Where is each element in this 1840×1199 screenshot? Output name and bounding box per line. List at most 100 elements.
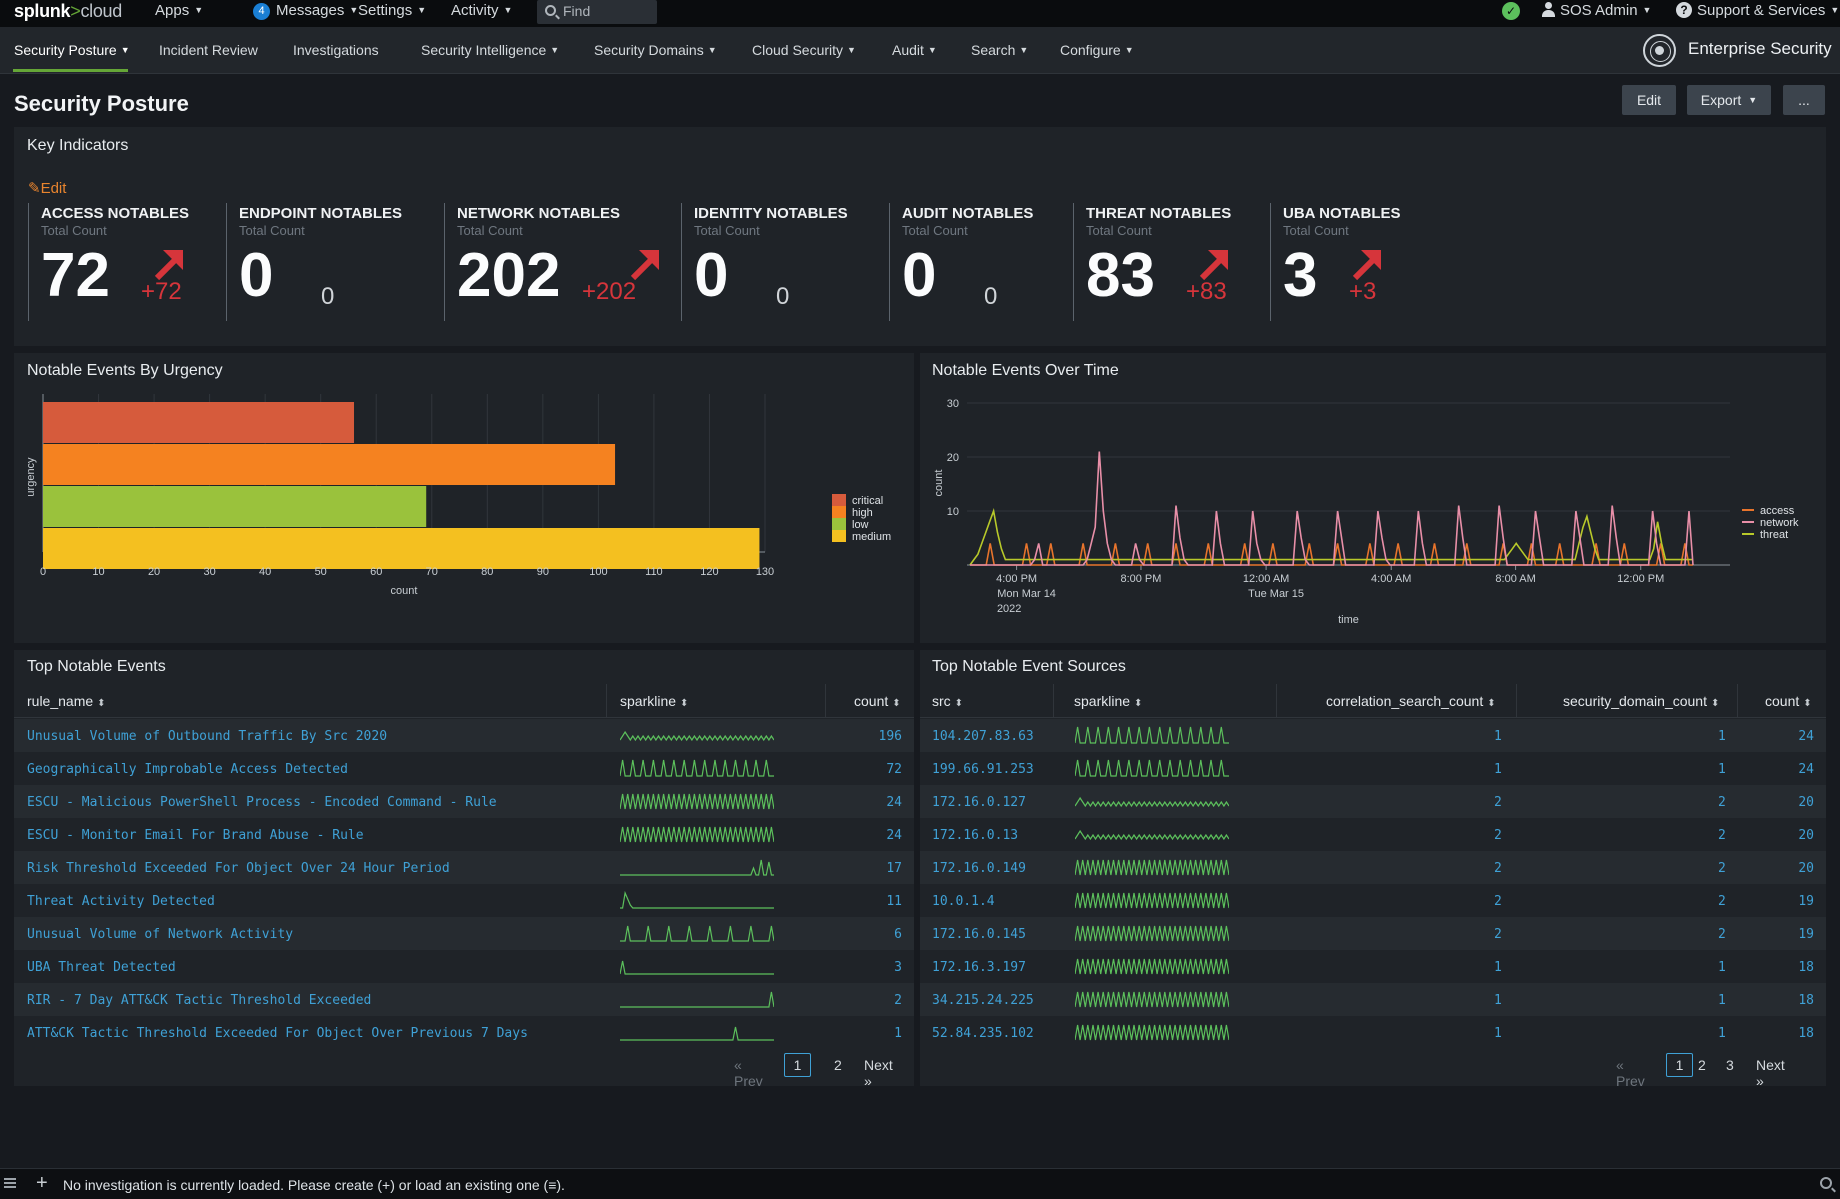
bar-low[interactable] bbox=[43, 486, 427, 527]
security-domain-count[interactable]: 1 bbox=[1718, 762, 1726, 777]
pager-next[interactable]: Next » bbox=[864, 1057, 893, 1089]
rule-name-link[interactable]: Unusual Volume of Outbound Traffic By Sr… bbox=[27, 729, 388, 744]
list-icon[interactable] bbox=[4, 1178, 16, 1188]
rule-name-link[interactable]: RIR - 7 Day ATT&CK Tactic Threshold Exce… bbox=[27, 993, 372, 1008]
legend-label-high[interactable]: high bbox=[852, 507, 873, 519]
src-ip-link[interactable]: 172.16.0.127 bbox=[932, 795, 1026, 810]
source-count[interactable]: 18 bbox=[1798, 1026, 1814, 1041]
col-sparkline[interactable]: sparkline ⬍ bbox=[620, 693, 689, 709]
export-button[interactable]: Export ▼ bbox=[1687, 85, 1771, 115]
security-domain-count[interactable]: 2 bbox=[1718, 861, 1726, 876]
table-row[interactable]: 10.0.1.4 2 2 19 bbox=[920, 884, 1826, 917]
security-domain-count[interactable]: 1 bbox=[1718, 1026, 1726, 1041]
col-count[interactable]: count ⬍ bbox=[854, 693, 901, 709]
table-row[interactable]: 172.16.3.197 1 1 18 bbox=[920, 950, 1826, 983]
search-icon[interactable] bbox=[1820, 1177, 1832, 1189]
correlation-search-count[interactable]: 2 bbox=[1494, 861, 1502, 876]
correlation-search-count[interactable]: 1 bbox=[1494, 993, 1502, 1008]
event-count[interactable]: 3 bbox=[894, 960, 902, 975]
correlation-search-count[interactable]: 2 bbox=[1494, 927, 1502, 942]
pager-page-1[interactable]: 1 bbox=[784, 1053, 811, 1077]
tab-incident-review[interactable]: Incident Review bbox=[159, 42, 258, 58]
event-count[interactable]: 24 bbox=[886, 795, 902, 810]
event-count[interactable]: 6 bbox=[894, 927, 902, 942]
kpi-endpoint-notables[interactable]: ENDPOINT NOTABLES Total Count 0 0 bbox=[226, 203, 436, 321]
col-security-domain-count[interactable]: security_domain_count ⬍ bbox=[1563, 693, 1720, 709]
table-row[interactable]: 104.207.83.63 1 1 24 bbox=[920, 719, 1826, 752]
kpi-access-notables[interactable]: ACCESS NOTABLES Total Count 72 +72 bbox=[28, 203, 218, 321]
event-count[interactable]: 17 bbox=[886, 861, 902, 876]
event-count[interactable]: 72 bbox=[886, 762, 902, 777]
legend-label-medium[interactable]: medium bbox=[852, 531, 891, 543]
table-row[interactable]: ESCU - Malicious PowerShell Process - En… bbox=[14, 785, 914, 818]
more-actions-button[interactable]: ... bbox=[1783, 85, 1825, 115]
correlation-search-count[interactable]: 2 bbox=[1494, 828, 1502, 843]
event-count[interactable]: 24 bbox=[886, 828, 902, 843]
table-row[interactable]: UBA Threat Detected 3 bbox=[14, 950, 914, 983]
edit-dashboard-button[interactable]: Edit bbox=[1622, 85, 1676, 115]
col-correlation-search-count[interactable]: correlation_search_count ⬍ bbox=[1326, 693, 1496, 709]
legend-label-access[interactable]: access bbox=[1760, 505, 1795, 517]
col-rule-name[interactable]: rule_name ⬍ bbox=[27, 693, 106, 709]
col-count[interactable]: count ⬍ bbox=[1765, 693, 1812, 709]
rule-name-link[interactable]: Geographically Improbable Access Detecte… bbox=[27, 762, 348, 777]
table-row[interactable]: ATT&CK Tactic Threshold Exceeded For Obj… bbox=[14, 1016, 914, 1049]
table-row[interactable]: Geographically Improbable Access Detecte… bbox=[14, 752, 914, 785]
pager-page-3[interactable]: 3 bbox=[1726, 1057, 1734, 1073]
source-count[interactable]: 20 bbox=[1798, 861, 1814, 876]
src-ip-link[interactable]: 10.0.1.4 bbox=[932, 894, 995, 909]
src-ip-link[interactable]: 172.16.3.197 bbox=[932, 960, 1026, 975]
rule-name-link[interactable]: UBA Threat Detected bbox=[27, 960, 176, 975]
correlation-search-count[interactable]: 1 bbox=[1494, 1026, 1502, 1041]
table-row[interactable]: 172.16.0.149 2 2 20 bbox=[920, 851, 1826, 884]
security-domain-count[interactable]: 1 bbox=[1718, 960, 1726, 975]
series-line-network[interactable] bbox=[970, 451, 1694, 566]
source-count[interactable]: 24 bbox=[1798, 762, 1814, 777]
rule-name-link[interactable]: ESCU - Malicious PowerShell Process - En… bbox=[27, 795, 497, 810]
source-count[interactable]: 18 bbox=[1798, 960, 1814, 975]
source-count[interactable]: 20 bbox=[1798, 828, 1814, 843]
table-row[interactable]: ESCU - Monitor Email For Brand Abuse - R… bbox=[14, 818, 914, 851]
table-row[interactable]: 34.215.24.225 1 1 18 bbox=[920, 983, 1826, 1016]
table-row[interactable]: Unusual Volume of Network Activity 6 bbox=[14, 917, 914, 950]
security-domain-count[interactable]: 2 bbox=[1718, 795, 1726, 810]
pager-page-1[interactable]: 1 bbox=[1666, 1053, 1693, 1077]
security-domain-count[interactable]: 1 bbox=[1718, 729, 1726, 744]
table-row[interactable]: 199.66.91.253 1 1 24 bbox=[920, 752, 1826, 785]
src-ip-link[interactable]: 52.84.235.102 bbox=[932, 1026, 1034, 1041]
security-domain-count[interactable]: 1 bbox=[1718, 993, 1726, 1008]
top-menu-activity[interactable]: Activity ▼ bbox=[451, 2, 512, 19]
key-indicators-edit-link[interactable]: ✎Edit bbox=[28, 180, 67, 197]
tab-configure[interactable]: Configure ▼ bbox=[1060, 42, 1134, 58]
pager-prev[interactable]: « Prev bbox=[1616, 1057, 1645, 1089]
tab-security-domains[interactable]: Security Domains ▼ bbox=[594, 42, 717, 58]
table-row[interactable]: Risk Threshold Exceeded For Object Over … bbox=[14, 851, 914, 884]
table-row[interactable]: RIR - 7 Day ATT&CK Tactic Threshold Exce… bbox=[14, 983, 914, 1016]
table-row[interactable]: 172.16.0.127 2 2 20 bbox=[920, 785, 1826, 818]
user-menu[interactable]: SOS Admin ▼ bbox=[1541, 2, 1651, 19]
event-count[interactable]: 2 bbox=[894, 993, 902, 1008]
support-menu[interactable]: ? Support & Services ▼ bbox=[1676, 2, 1839, 19]
table-row[interactable]: Threat Activity Detected 11 bbox=[14, 884, 914, 917]
legend-label-low[interactable]: low bbox=[852, 519, 869, 531]
src-ip-link[interactable]: 34.215.24.225 bbox=[932, 993, 1034, 1008]
kpi-network-notables[interactable]: NETWORK NOTABLES Total Count 202 +202 bbox=[444, 203, 674, 321]
series-line-threat[interactable] bbox=[969, 507, 1693, 566]
rule-name-link[interactable]: ATT&CK Tactic Threshold Exceeded For Obj… bbox=[27, 1026, 528, 1041]
find-input[interactable]: Find bbox=[537, 0, 657, 24]
bar-medium[interactable] bbox=[43, 528, 760, 569]
src-ip-link[interactable]: 172.16.0.145 bbox=[932, 927, 1026, 942]
rule-name-link[interactable]: Risk Threshold Exceeded For Object Over … bbox=[27, 861, 450, 876]
source-count[interactable]: 24 bbox=[1798, 729, 1814, 744]
event-count[interactable]: 11 bbox=[886, 894, 902, 909]
correlation-search-count[interactable]: 1 bbox=[1494, 729, 1502, 744]
pager-page-2[interactable]: 2 bbox=[834, 1057, 842, 1073]
event-count[interactable]: 1 bbox=[894, 1026, 902, 1041]
src-ip-link[interactable]: 104.207.83.63 bbox=[932, 729, 1034, 744]
security-domain-count[interactable]: 2 bbox=[1718, 894, 1726, 909]
col-sparkline[interactable]: sparkline ⬍ bbox=[1074, 693, 1143, 709]
series-line-access[interactable] bbox=[970, 543, 1693, 566]
correlation-search-count[interactable]: 2 bbox=[1494, 894, 1502, 909]
source-count[interactable]: 18 bbox=[1798, 993, 1814, 1008]
top-menu-settings[interactable]: Settings ▼ bbox=[358, 2, 426, 19]
